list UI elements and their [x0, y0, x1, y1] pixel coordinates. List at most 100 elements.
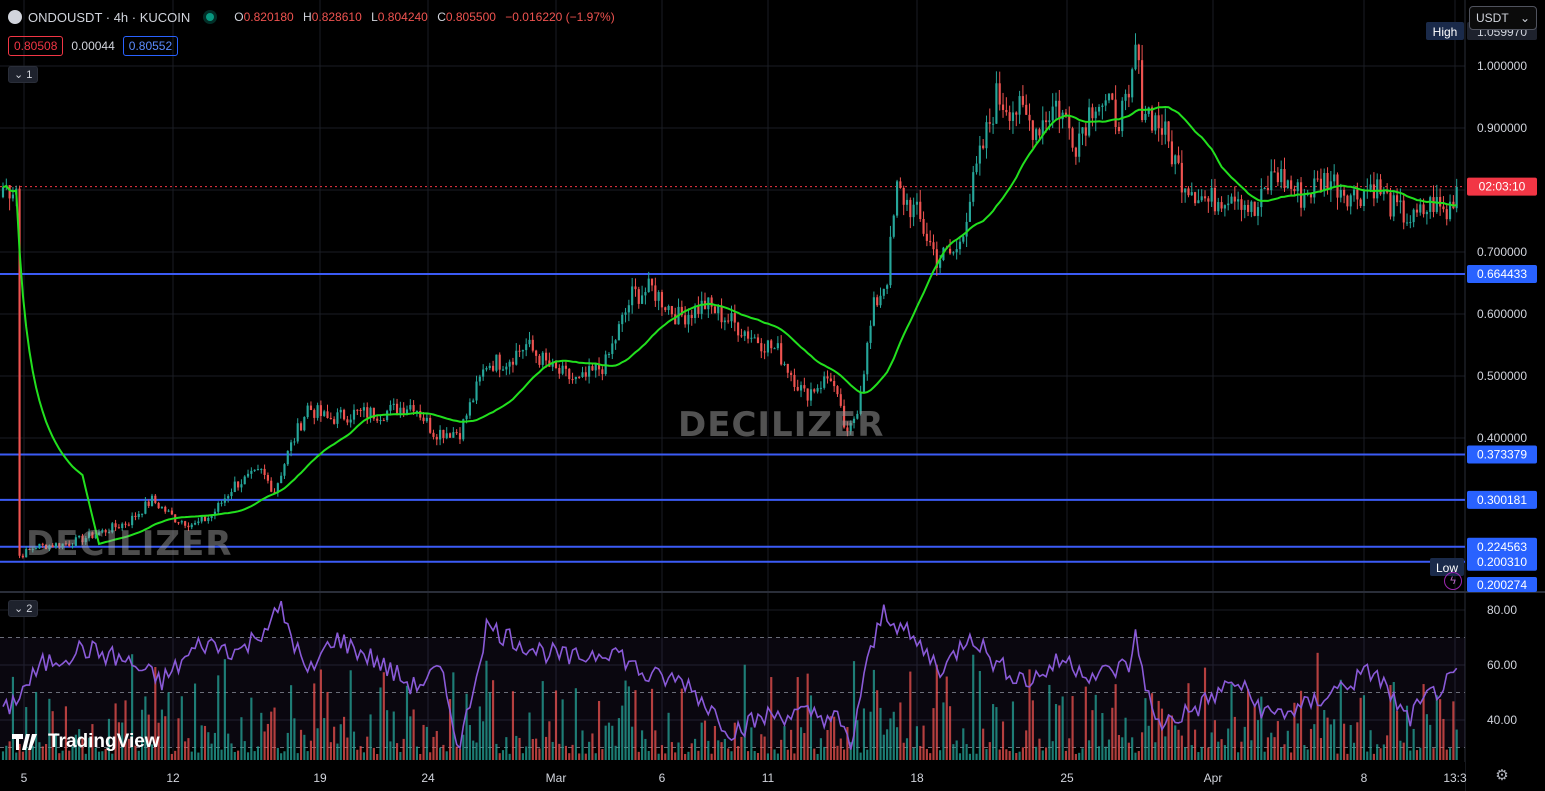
candle-body	[1402, 200, 1405, 223]
volume-bar	[723, 738, 726, 760]
currency-select[interactable]: USDT ⌄	[1469, 6, 1537, 30]
horizontal-levels[interactable]	[0, 186, 1465, 563]
volume-bar	[501, 750, 505, 760]
volume-bar	[339, 724, 342, 760]
candle-body	[11, 194, 15, 199]
candle-body	[1121, 100, 1124, 132]
time-tick-label: 5	[21, 771, 28, 785]
chevron-down-icon: ⌄	[1519, 11, 1530, 25]
candle-body	[1399, 200, 1402, 203]
tradingview-logo[interactable]: TradingView	[12, 731, 160, 753]
volume-bar	[293, 718, 296, 760]
candle-body	[1094, 111, 1097, 119]
volume-bar	[369, 714, 372, 760]
bid-box[interactable]: 0.80508	[8, 36, 64, 56]
candle-body	[111, 523, 114, 533]
volume-bar	[478, 706, 481, 760]
ohlc-values: O0.820180 H0.828610 L0.804240 C0.805500 …	[234, 10, 615, 24]
watermark-left: DECILIZER	[26, 524, 233, 564]
price-tick-label: 0.500000	[1477, 369, 1527, 383]
volume-bar	[1396, 710, 1399, 760]
volume-bar	[266, 723, 269, 760]
volume-bar	[644, 738, 647, 760]
rsi-pane-collapse[interactable]: ⌄ 2	[8, 600, 39, 617]
time-axis[interactable]: 5 12 19 24 Mar 6 11 18 25 Apr 8 13:3	[0, 762, 1467, 791]
candle-body	[1207, 198, 1210, 202]
volume-bar	[11, 676, 15, 760]
volume-bar	[614, 745, 617, 760]
candle-body	[515, 350, 518, 365]
candle-body	[51, 545, 54, 548]
volume-bar	[54, 733, 58, 760]
volume-bar	[1263, 751, 1266, 760]
candle-body	[319, 405, 322, 416]
candle-body	[1101, 105, 1104, 107]
candle-body	[650, 278, 654, 286]
volume-bar	[793, 753, 796, 760]
candle-body	[670, 306, 673, 315]
volume-bar	[1167, 714, 1170, 760]
volume-bar	[677, 742, 680, 760]
volume-bar	[922, 725, 925, 760]
candle-body	[637, 289, 640, 304]
candle-body	[700, 300, 703, 314]
symbol-title[interactable]: ONDOUSDT · 4h · KUCOIN	[28, 9, 191, 25]
volume-bar	[799, 727, 803, 760]
main-pane-collapse[interactable]: ⌄ 1	[8, 66, 39, 83]
rsi-line	[2, 600, 1458, 750]
volume-bar	[879, 707, 882, 760]
volume-bar	[892, 711, 895, 760]
volume-bar	[617, 718, 620, 760]
candle-body	[415, 410, 418, 412]
volume-bar	[107, 718, 111, 760]
candle-body	[525, 344, 528, 351]
status-dot-icon	[206, 13, 215, 21]
volume-bar	[1386, 735, 1389, 760]
volume-bar	[290, 685, 293, 760]
candle-body	[836, 386, 839, 395]
volume-bar	[1051, 741, 1054, 760]
settings-gear-icon[interactable]: ⚙	[1495, 767, 1509, 784]
time-tick-label: 8	[1361, 771, 1368, 785]
candle-body	[892, 215, 895, 237]
candle-body	[1276, 172, 1279, 183]
ask-box[interactable]: 0.80552	[122, 36, 179, 56]
candle-body	[349, 419, 352, 423]
volume-bar	[184, 741, 187, 760]
volume-bar	[402, 738, 405, 760]
volume-bar	[1223, 745, 1226, 760]
volume-bar	[243, 741, 246, 760]
candle-body	[1339, 189, 1342, 198]
candle-body	[220, 502, 223, 504]
volume-bar	[1313, 724, 1316, 760]
volume-bar	[485, 660, 488, 760]
candle-body	[624, 312, 627, 315]
candle-body	[1303, 193, 1306, 208]
candle-body	[511, 361, 515, 365]
candle-body	[826, 376, 829, 379]
candle-body	[551, 362, 554, 367]
candle-body	[458, 433, 462, 440]
candle-body	[1154, 115, 1157, 131]
volume-bar	[919, 746, 922, 760]
candle-body	[1356, 189, 1359, 200]
volume-bar	[8, 741, 11, 760]
volume-bar	[319, 669, 322, 760]
candle-body	[372, 407, 375, 419]
candle-body	[968, 201, 971, 222]
candle-body	[333, 419, 336, 424]
candle-body	[445, 433, 448, 439]
low-value-tag	[1467, 577, 1537, 592]
volume-bar	[134, 745, 137, 760]
volume-bar	[1031, 700, 1034, 760]
volume-bar	[392, 711, 395, 760]
alert-bolt-icon[interactable]: ϟ	[1444, 572, 1462, 590]
price-axis[interactable]: 0.664433 0.373379 0.300181 0.2245630.200310…	[1426, 22, 1537, 727]
candle-body	[1015, 112, 1018, 115]
candle-body	[697, 305, 700, 314]
candle-body	[323, 411, 326, 416]
candle-body	[558, 367, 561, 374]
volume-bar	[349, 670, 352, 760]
candle-body	[233, 481, 236, 493]
